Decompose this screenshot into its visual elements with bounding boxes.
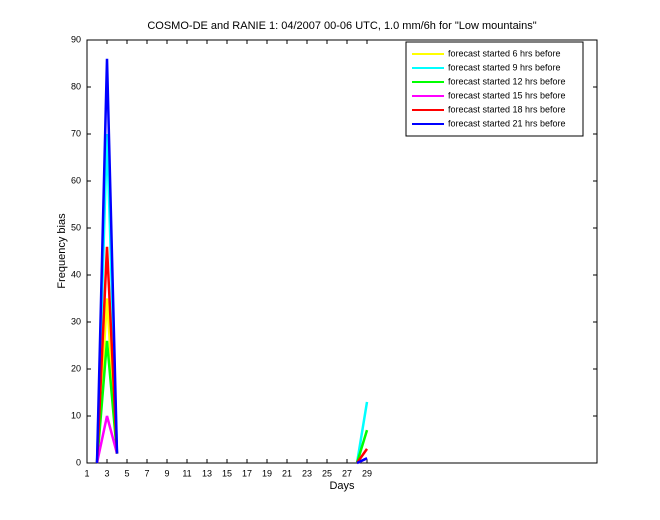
x-tick-label: 3 [104,468,109,478]
legend-box [405,41,584,137]
x-tick-label: 21 [282,468,292,478]
legend-label: forecast started 15 hrs before [448,90,566,100]
legend-label: forecast started 9 hrs before [448,62,561,72]
y-tick-label: 10 [71,410,81,420]
x-tick-label: 13 [202,468,212,478]
x-tick-label: 29 [362,468,372,478]
y-tick-label: 50 [71,222,81,232]
x-tick-label: 25 [322,468,332,478]
legend-label: forecast started 18 hrs before [448,104,566,114]
x-tick-label: 23 [302,468,312,478]
y-axis-label: Frequency bias [56,213,68,289]
y-tick-label: 40 [71,269,81,279]
legend-label: forecast started 21 hrs before [448,118,566,128]
series-line [95,58,368,465]
x-tick-label: 1 [84,468,89,478]
y-tick-label: 80 [71,81,81,91]
legend-label: forecast started 12 hrs before [448,76,566,86]
x-tick-label: 7 [144,468,149,478]
x-tick-label: 9 [164,468,169,478]
x-tick-label: 27 [342,468,352,478]
y-tick-label: 30 [71,316,81,326]
chart-title: COSMO-DE and RANIE 1: 04/2007 00-06 UTC,… [147,20,536,32]
y-tick-label: 20 [71,363,81,373]
y-tick-label: 70 [71,128,81,138]
x-tick-label: 11 [182,468,191,478]
x-tick-label: 15 [222,468,232,478]
x-axis-label: Days [329,480,355,492]
x-tick-label: 17 [242,468,252,478]
y-tick-label: 0 [76,457,81,467]
series-line [95,246,369,464]
legend-label: forecast started 6 hrs before [448,48,561,58]
series-line [95,340,369,464]
x-tick-label: 19 [262,468,272,478]
y-tick-label: 60 [71,175,81,185]
x-tick-label: 5 [124,468,129,478]
y-tick-label: 90 [71,34,81,44]
